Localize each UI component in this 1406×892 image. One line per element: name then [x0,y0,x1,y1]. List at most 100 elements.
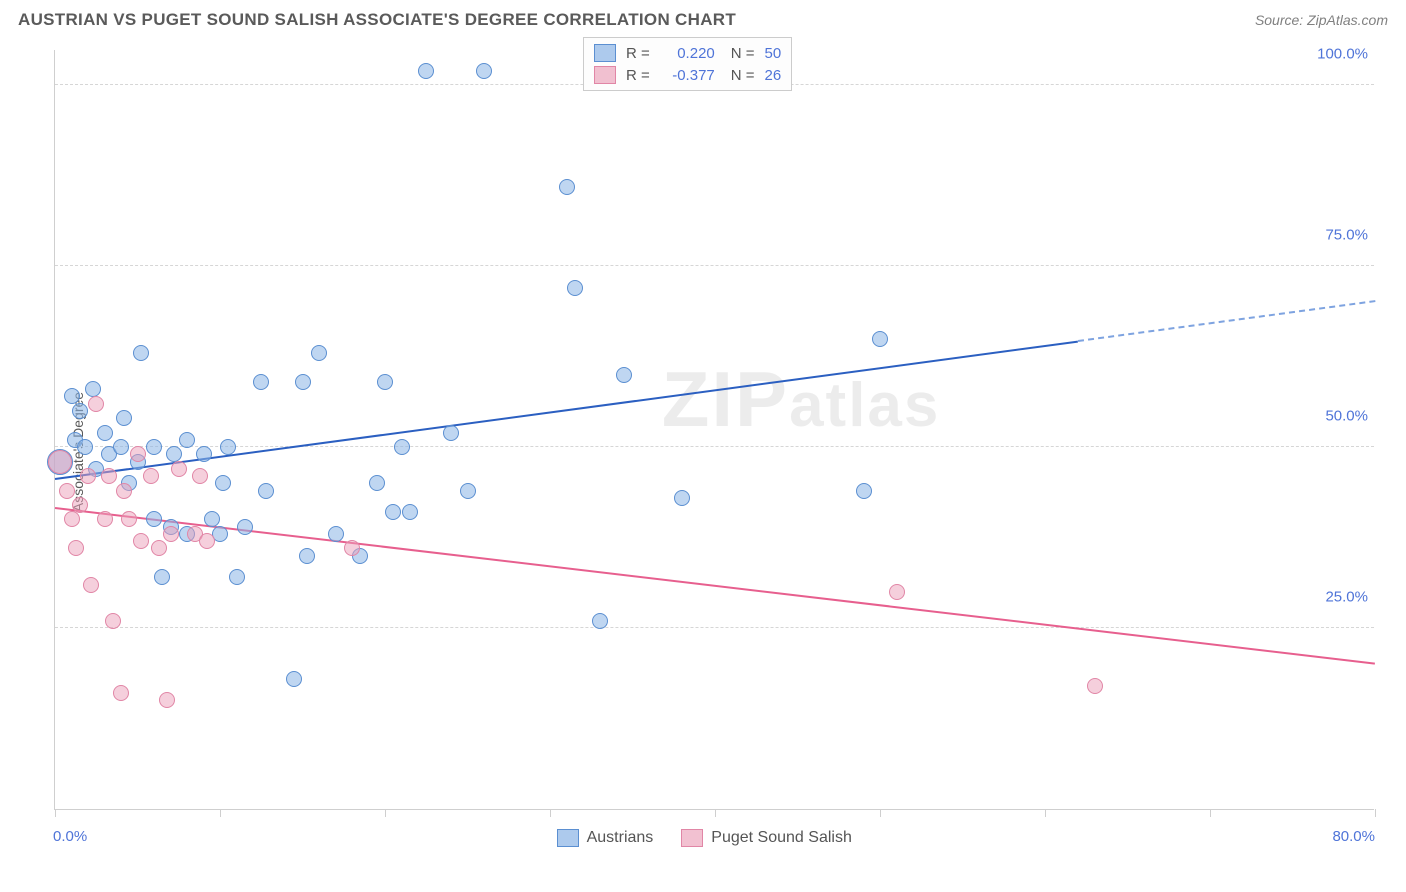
data-point [83,577,99,593]
correlation-legend: R = 0.220 N = 50 R = -0.377 N = 26 [583,37,792,91]
data-point [163,526,179,542]
data-point [80,468,96,484]
data-point [97,511,113,527]
legend-swatch-icon [594,44,616,62]
chart-title: AUSTRIAN VS PUGET SOUND SALISH ASSOCIATE… [18,10,736,30]
data-point [674,490,690,506]
x-tick-label: 80.0% [1332,828,1375,845]
data-point [299,548,315,564]
n-label: N = [731,45,755,62]
data-point [402,504,418,520]
data-point [48,450,72,474]
gridline [55,627,1374,628]
data-point [889,584,905,600]
data-point [151,540,167,556]
data-point [133,345,149,361]
n-value: 50 [765,45,782,62]
n-label: N = [731,67,755,84]
data-point [377,374,393,390]
data-point [286,671,302,687]
x-tick [715,809,716,817]
legend-item: Puget Sound Salish [681,829,852,847]
data-point [215,475,231,491]
data-point [113,439,129,455]
data-point [146,511,162,527]
x-tick [385,809,386,817]
r-value: -0.377 [660,67,715,84]
data-point [85,381,101,397]
gridline [55,265,1374,266]
legend-item: Austrians [557,829,654,847]
legend-label: Puget Sound Salish [711,829,852,847]
data-point [171,461,187,477]
gridline [55,446,1374,447]
data-point [143,468,159,484]
data-point [72,403,88,419]
data-point [154,569,170,585]
chart-container: Associate's Degree ZIPatlas 25.0%50.0%75… [32,42,1388,862]
data-point [385,504,401,520]
data-point [192,468,208,484]
data-point [101,468,117,484]
r-label: R = [626,67,650,84]
data-point [258,483,274,499]
data-point [88,396,104,412]
data-point [97,425,113,441]
data-point [328,526,344,542]
r-label: R = [626,45,650,62]
x-tick [1375,809,1376,817]
watermark: ZIPatlas [662,354,941,445]
data-point [344,540,360,556]
x-tick [880,809,881,817]
data-point [369,475,385,491]
y-tick-label: 100.0% [1317,46,1368,63]
r-value: 0.220 [660,45,715,62]
y-tick-label: 50.0% [1325,408,1368,425]
source-credit: Source: ZipAtlas.com [1255,12,1388,28]
x-tick [220,809,221,817]
data-point [856,483,872,499]
data-point [121,511,137,527]
x-tick [1210,809,1211,817]
y-tick-label: 75.0% [1325,227,1368,244]
n-value: 26 [765,67,782,84]
data-point [159,692,175,708]
legend-row: R = 0.220 N = 50 [594,42,781,64]
data-point [443,425,459,441]
data-point [872,331,888,347]
legend-label: Austrians [587,829,654,847]
data-point [616,367,632,383]
data-point [311,345,327,361]
data-point [116,483,132,499]
legend-swatch-icon [557,829,579,847]
plot-area: ZIPatlas 25.0%50.0%75.0%100.0%0.0%80.0%R… [54,50,1374,810]
data-point [460,483,476,499]
x-tick-label: 0.0% [53,828,87,845]
legend-swatch-icon [681,829,703,847]
data-point [253,374,269,390]
data-point [559,179,575,195]
trend-line-austrians-extrapolated [1078,300,1375,342]
x-tick [550,809,551,817]
data-point [59,483,75,499]
data-point [72,497,88,513]
data-point [196,446,212,462]
data-point [199,533,215,549]
data-point [229,569,245,585]
data-point [105,613,121,629]
data-point [220,439,236,455]
data-point [295,374,311,390]
data-point [77,439,93,455]
legend-row: R = -0.377 N = 26 [594,64,781,86]
data-point [567,280,583,296]
data-point [68,540,84,556]
data-point [592,613,608,629]
data-point [116,410,132,426]
data-point [64,388,80,404]
y-tick-label: 25.0% [1325,589,1368,606]
legend-swatch-icon [594,66,616,84]
trend-line-salish [55,507,1375,665]
data-point [146,439,162,455]
data-point [204,511,220,527]
series-legend: Austrians Puget Sound Salish [557,829,852,847]
